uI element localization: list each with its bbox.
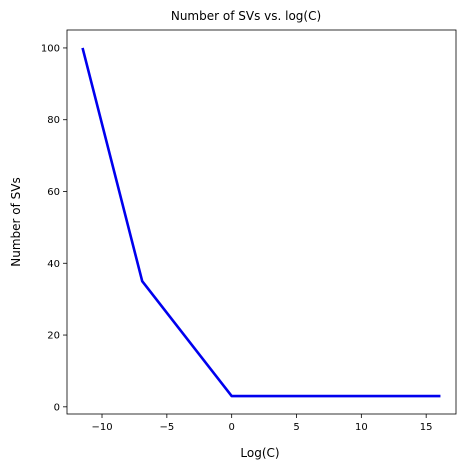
plot-frame	[66, 29, 457, 415]
series-layer	[81, 47, 441, 398]
x-axis: −10 −5 0 5 10 15	[91, 414, 433, 433]
x-tick-label: 5	[293, 422, 299, 433]
y-axis: 0 20 40 60 80 100	[41, 43, 67, 413]
y-axis-label: Number of SVs	[9, 177, 23, 266]
chart-title: Number of SVs vs. log(C)	[171, 9, 321, 23]
y-tick-label: 20	[47, 331, 60, 342]
x-tick-label: 10	[355, 422, 368, 433]
y-tick-label: 100	[41, 43, 60, 54]
x-tick-label: 0	[228, 422, 234, 433]
plot-area: −10 −5 0 5 10 15 0 20 40 60 80 100	[41, 29, 457, 433]
series-line	[81, 47, 441, 398]
y-tick-label: 40	[47, 259, 60, 270]
x-tick-label: 15	[420, 422, 433, 433]
x-tick-label: −5	[159, 422, 174, 433]
x-axis-label: Log(C)	[240, 446, 279, 460]
y-tick-label: 60	[47, 187, 60, 198]
y-tick-label: 0	[54, 402, 60, 413]
x-tick-label: −10	[91, 422, 112, 433]
y-tick-label: 80	[47, 115, 60, 126]
